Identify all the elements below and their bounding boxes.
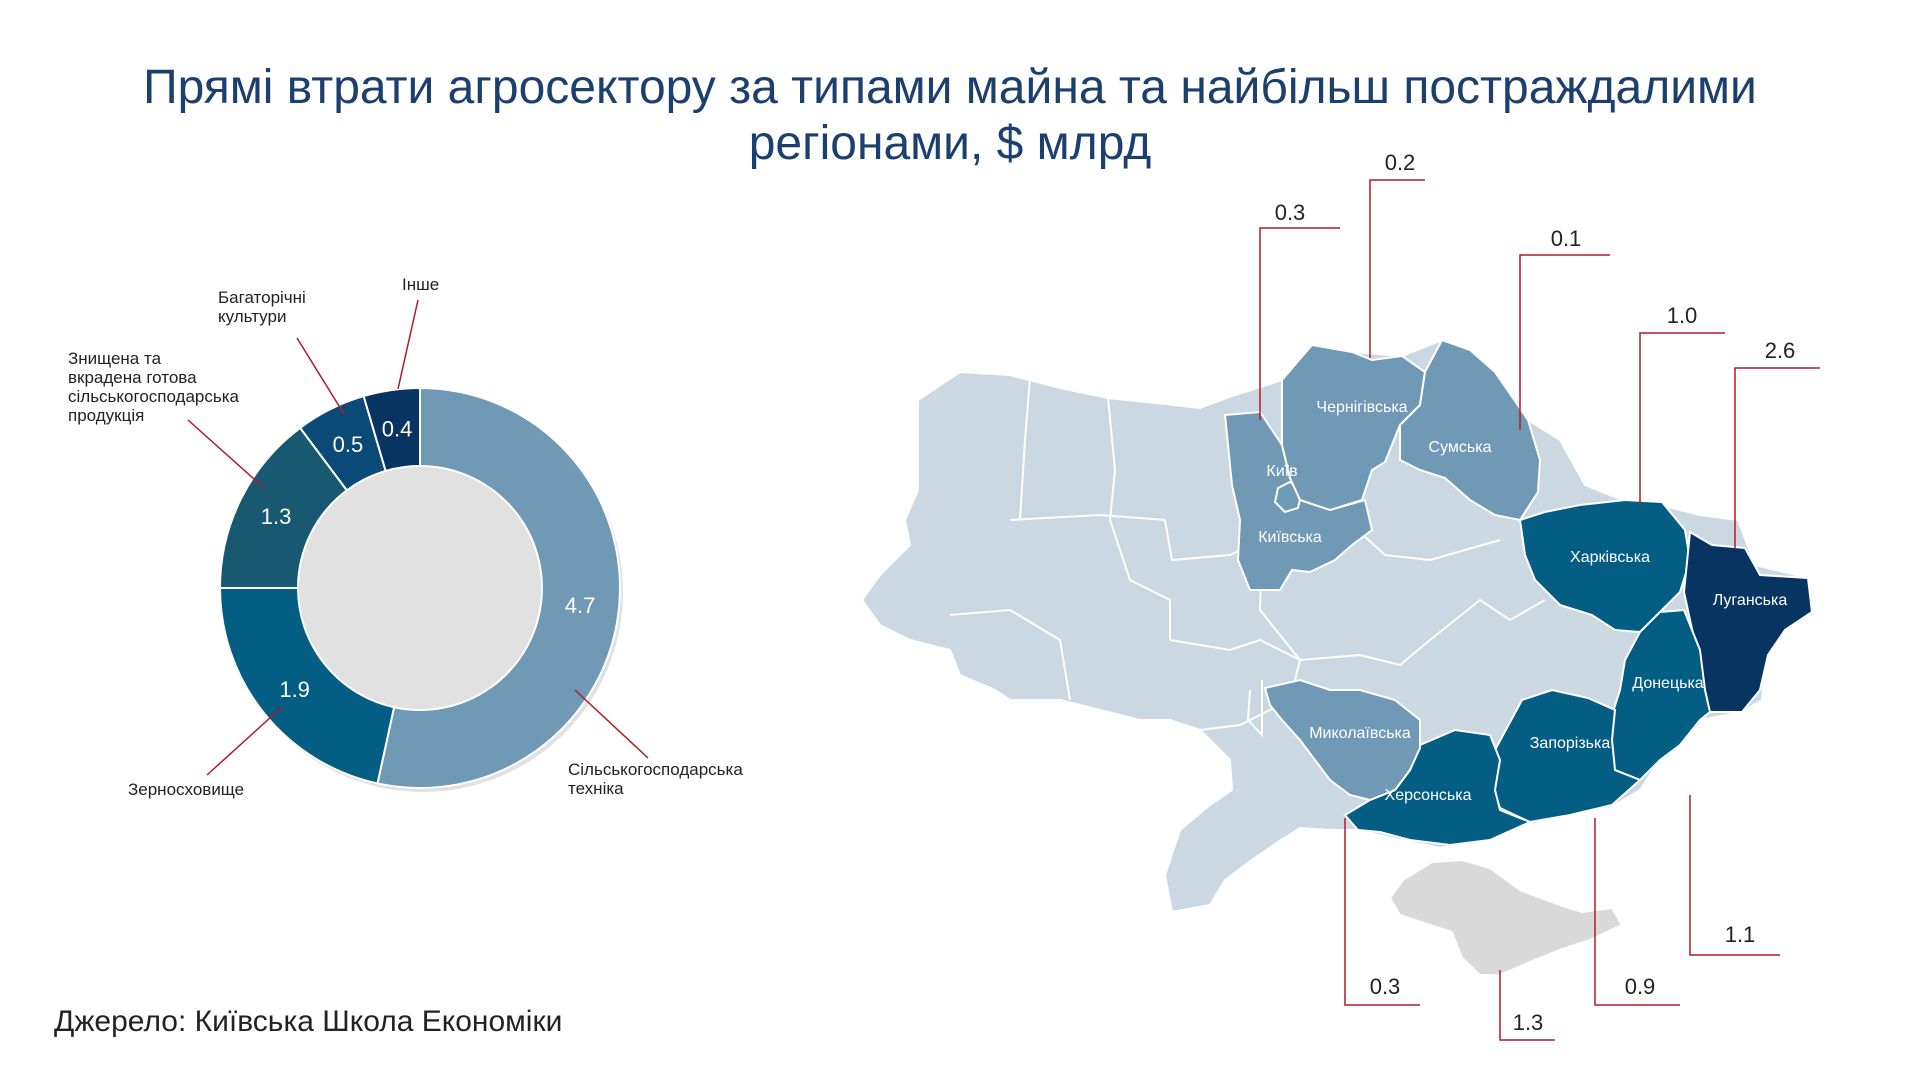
map-label-миколаївська: Миколаївська: [1309, 725, 1411, 742]
map-region-миколаївська: [1263, 678, 1421, 802]
donut-leader-інше: [397, 299, 419, 390]
map-leader-донецька: [1689, 795, 1780, 956]
map-region-border: [949, 608, 1071, 701]
donut-leader-lines: [187, 299, 649, 776]
map-leader-чернігівська: [1369, 179, 1425, 358]
map-region-border: [1107, 397, 1117, 521]
map-leader-миколаївська: [1344, 818, 1420, 1006]
map-leader-луганська: [1734, 367, 1820, 548]
donut-slice-сільськогосподарська-техніка: [376, 386, 621, 789]
map-label-донецька: Донецька: [1632, 675, 1704, 692]
map-crimea: [1388, 858, 1624, 976]
map-region-labels: Київська Київ Чернігівська Сумська Харківськ…: [1258, 399, 1787, 804]
map-region-border: [1429, 598, 1546, 641]
donut-label-інше: Інше: [402, 275, 439, 294]
map-label-запорізька: Запорізька: [1530, 735, 1611, 752]
map-label-київська: Київська: [1258, 529, 1322, 546]
map-value-сумська: 0.1: [1551, 226, 1582, 251]
donut-slices: [218, 386, 621, 789]
map-leader-lines: [1259, 179, 1820, 1041]
map-leader-харківська: [1639, 332, 1725, 505]
map-region-border: [1199, 659, 1301, 731]
map-region-border: [1109, 519, 1171, 640]
donut-value-інше: 0.4: [382, 417, 413, 442]
donut-leader-знищена-та-вкрадена-готова-сільськогосподарська-продукція: [187, 419, 264, 488]
source-note: Джерело: Київська Школа Економіки: [54, 1005, 563, 1038]
donut-category-labels: Сільськогосподарська техніка Зерносховище З…: [68, 275, 743, 799]
map-leader-запорізька: [1594, 818, 1680, 1006]
map-value-херсонська: 1.3: [1513, 1010, 1544, 1035]
donut-leader-сільськогосподарська-техніка: [574, 689, 649, 759]
donut-label-сільськогосподарська-техніка: Сільськогосподарська техніка: [568, 760, 743, 798]
donut-value-зерносховище: 1.9: [279, 677, 310, 702]
donut-label-зерносховище: Зерносховище: [128, 780, 244, 799]
map-leader-київська: [1259, 227, 1340, 420]
map-region-чернігівська: [1281, 343, 1427, 512]
donut-label-багаторічні-культури: Багаторічні культури: [218, 288, 306, 326]
map-region-border: [1351, 524, 1501, 562]
map-region-сумська: [1399, 338, 1542, 522]
map-value-луганська: 2.6: [1765, 338, 1796, 363]
donut-slice-зерносховище: [218, 587, 396, 785]
donut-value-знищена-та-вкрадена-готова-сільськогосподарська-продукція: 1.3: [261, 504, 292, 529]
map-value-миколаївська: 0.3: [1370, 974, 1401, 999]
map-region-харківська: [1518, 498, 1692, 634]
map-value-київська: 0.3: [1275, 200, 1306, 225]
donut-leader-зерносховище: [206, 706, 283, 776]
map-region-border: [1299, 639, 1431, 667]
map-region-донецька: [1603, 608, 1712, 782]
donut-label-знищена-та-вкрадена-готова-сільськогосподарська-продукція: Знищена та вкрадена готова сільськогоспода…: [68, 349, 240, 425]
map-region-border: [1246, 680, 1263, 738]
map-label-київ: Київ: [1266, 463, 1297, 480]
map-region-border: [1019, 377, 1031, 521]
map-label-харківська: Харківська: [1570, 549, 1650, 566]
map-value-донецька: 1.1: [1725, 922, 1756, 947]
donut-chart: 4.7 1.9 1.3 0.5 0.4 Сільськогосподарська техн…: [68, 275, 743, 799]
donut-value-labels: 4.7 1.9 1.3 0.5 0.4: [261, 417, 596, 702]
map-region-border: [1009, 513, 1166, 521]
map-label-чернігівська: Чернігівська: [1316, 399, 1407, 416]
map-value-запорізька: 0.9: [1625, 974, 1656, 999]
map-region-border: [1169, 638, 1301, 661]
map-label-луганська: Луганська: [1713, 592, 1788, 609]
map-highlighted-regions: [1223, 338, 1814, 847]
chart-title: Прямі втрати агросектору за типами майна…: [143, 61, 1757, 170]
map-value-labels: 0.3 0.2 0.1 1.0 2.6 1.1 0.9 1.3 0.3: [1275, 150, 1796, 1035]
ukraine-map: Київська Київ Чернігівська Сумська Харківськ…: [860, 150, 1820, 1041]
donut-leader-багаторічні-культури: [296, 337, 345, 415]
map-label-херсонська: Херсонська: [1385, 787, 1472, 804]
donut-value-сільськогосподарська-техніка: 4.7: [565, 593, 596, 618]
map-label-сумська: Сумська: [1429, 439, 1492, 456]
map-leader-херсонська: [1499, 970, 1555, 1041]
donut-value-багаторічні-культури: 0.5: [333, 432, 364, 457]
donut-slice-інше: [362, 386, 421, 473]
map-value-харківська: 1.0: [1667, 303, 1698, 328]
map-leader-сумська: [1519, 254, 1610, 430]
map-value-чернігівська: 0.2: [1385, 150, 1416, 175]
